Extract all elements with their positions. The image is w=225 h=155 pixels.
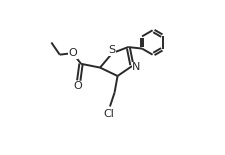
Text: O: O	[68, 48, 77, 58]
Text: S: S	[108, 45, 115, 55]
Text: N: N	[132, 62, 140, 72]
Text: Cl: Cl	[103, 108, 114, 119]
Text: O: O	[73, 81, 82, 91]
